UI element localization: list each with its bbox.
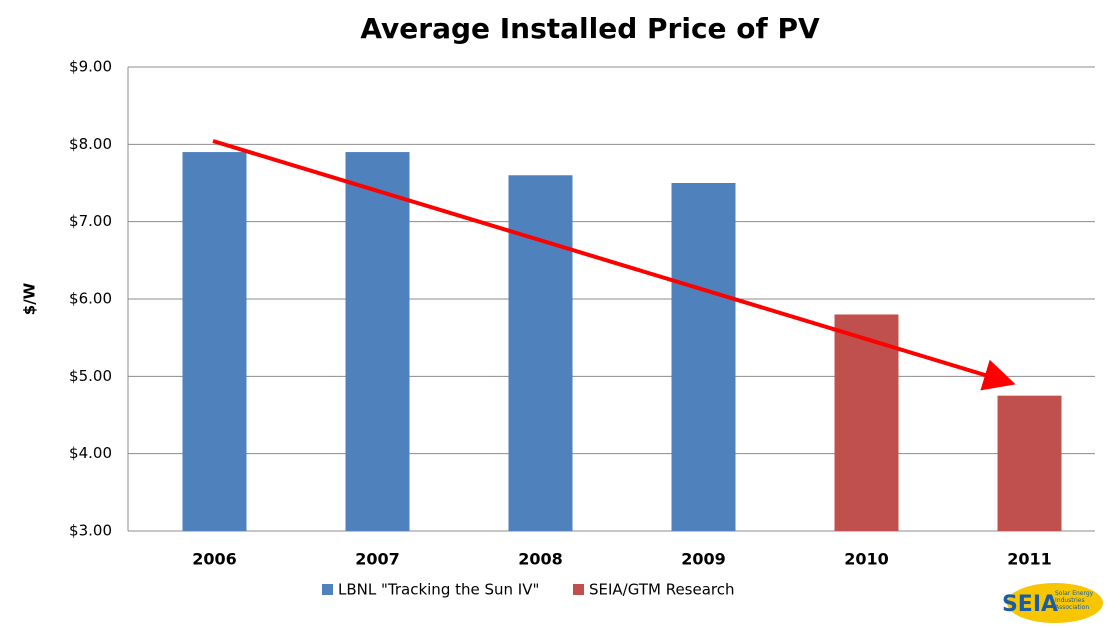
logo-shape [1007, 583, 1103, 623]
bar [671, 183, 736, 531]
y-tick-label: $6.00 [69, 290, 112, 308]
x-tick-label: 2009 [681, 550, 726, 569]
legend-swatch [573, 584, 584, 595]
logo-text: SEIA [1002, 592, 1058, 617]
logo: SEIA Solar Energy Industries Association [1002, 583, 1103, 623]
legend-label: SEIA/GTM Research [589, 581, 735, 599]
bar [508, 175, 573, 531]
logo-subtext-box: Solar Energy Industries Association [1055, 590, 1094, 611]
y-tick-label: $8.00 [69, 135, 112, 153]
y-axis-label: $/W [21, 282, 39, 315]
logo-subtext: Solar Energy Industries Association [1055, 590, 1094, 611]
bar [997, 395, 1062, 531]
legend-label: LBNL "Tracking the Sun IV" [338, 581, 539, 599]
x-tick-label: 2010 [844, 550, 889, 569]
x-tick-label: 2007 [355, 550, 400, 569]
y-tick-label: $9.00 [69, 58, 112, 76]
y-tick-label: $3.00 [69, 522, 112, 540]
y-tick-label: $7.00 [69, 212, 112, 230]
trend-arrow [212, 139, 1016, 391]
legend-swatch [322, 584, 333, 595]
x-tick-label: 2011 [1007, 550, 1052, 569]
y-tick-label: $4.00 [69, 444, 112, 462]
x-tick-label: 2008 [518, 550, 563, 569]
y-tick-label: $5.00 [69, 367, 112, 385]
chart-title: Average Installed Price of PV [360, 12, 820, 45]
bar [345, 152, 410, 532]
bar [834, 314, 899, 531]
x-tick-label: 2006 [192, 550, 237, 569]
bar [182, 152, 247, 532]
